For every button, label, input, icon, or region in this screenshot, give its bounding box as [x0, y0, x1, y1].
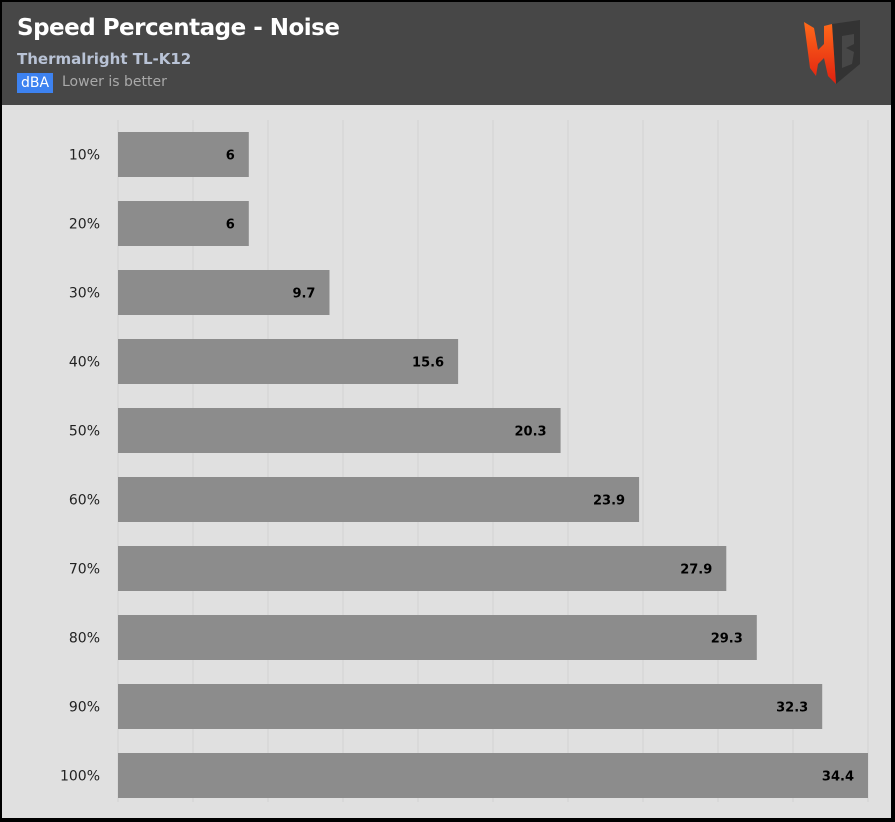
category-label: 20%: [69, 217, 100, 233]
bar: [118, 477, 640, 522]
data-label: 15.6: [412, 356, 444, 371]
category-label: 90%: [69, 700, 100, 716]
data-label: 6: [226, 218, 235, 233]
bar: [118, 339, 459, 384]
bar: [118, 753, 868, 798]
data-label: 32.3: [776, 701, 808, 716]
chart-title: Speed Percentage - Noise: [17, 15, 340, 41]
data-label: 34.4: [822, 770, 854, 785]
bar: [118, 132, 249, 177]
hb-logo-icon: [804, 20, 860, 84]
chart-header: Speed Percentage - Noise Thermalright TL…: [2, 2, 891, 105]
category-label: 30%: [69, 286, 100, 302]
data-label: 20.3: [515, 425, 547, 440]
data-label: 6: [226, 149, 235, 164]
data-label: 9.7: [292, 287, 315, 302]
category-label: 80%: [69, 631, 100, 647]
unit-badge: dBA: [17, 73, 54, 93]
bar: [118, 270, 330, 315]
bar: [118, 408, 561, 453]
bar: [118, 615, 757, 660]
category-label: 70%: [69, 562, 100, 578]
category-label: 40%: [69, 355, 100, 371]
data-label: 29.3: [711, 632, 743, 647]
bar: [118, 684, 823, 729]
data-label: 23.9: [593, 494, 625, 509]
chart-subtitle: Thermalright TL-K12: [17, 50, 192, 68]
category-label: 60%: [69, 493, 100, 509]
category-label: 50%: [69, 424, 100, 440]
bar: [118, 546, 727, 591]
bar: [118, 201, 249, 246]
data-label: 27.9: [680, 563, 712, 578]
category-label: 100%: [60, 769, 100, 785]
note-text: Lower is better: [62, 74, 167, 90]
bar-plot: 10% 6 20% 6 30% 9.7 40% 15.6 50% 20.3 60% 23.9 70% 27…: [60, 120, 869, 802]
category-label: 10%: [69, 148, 100, 164]
